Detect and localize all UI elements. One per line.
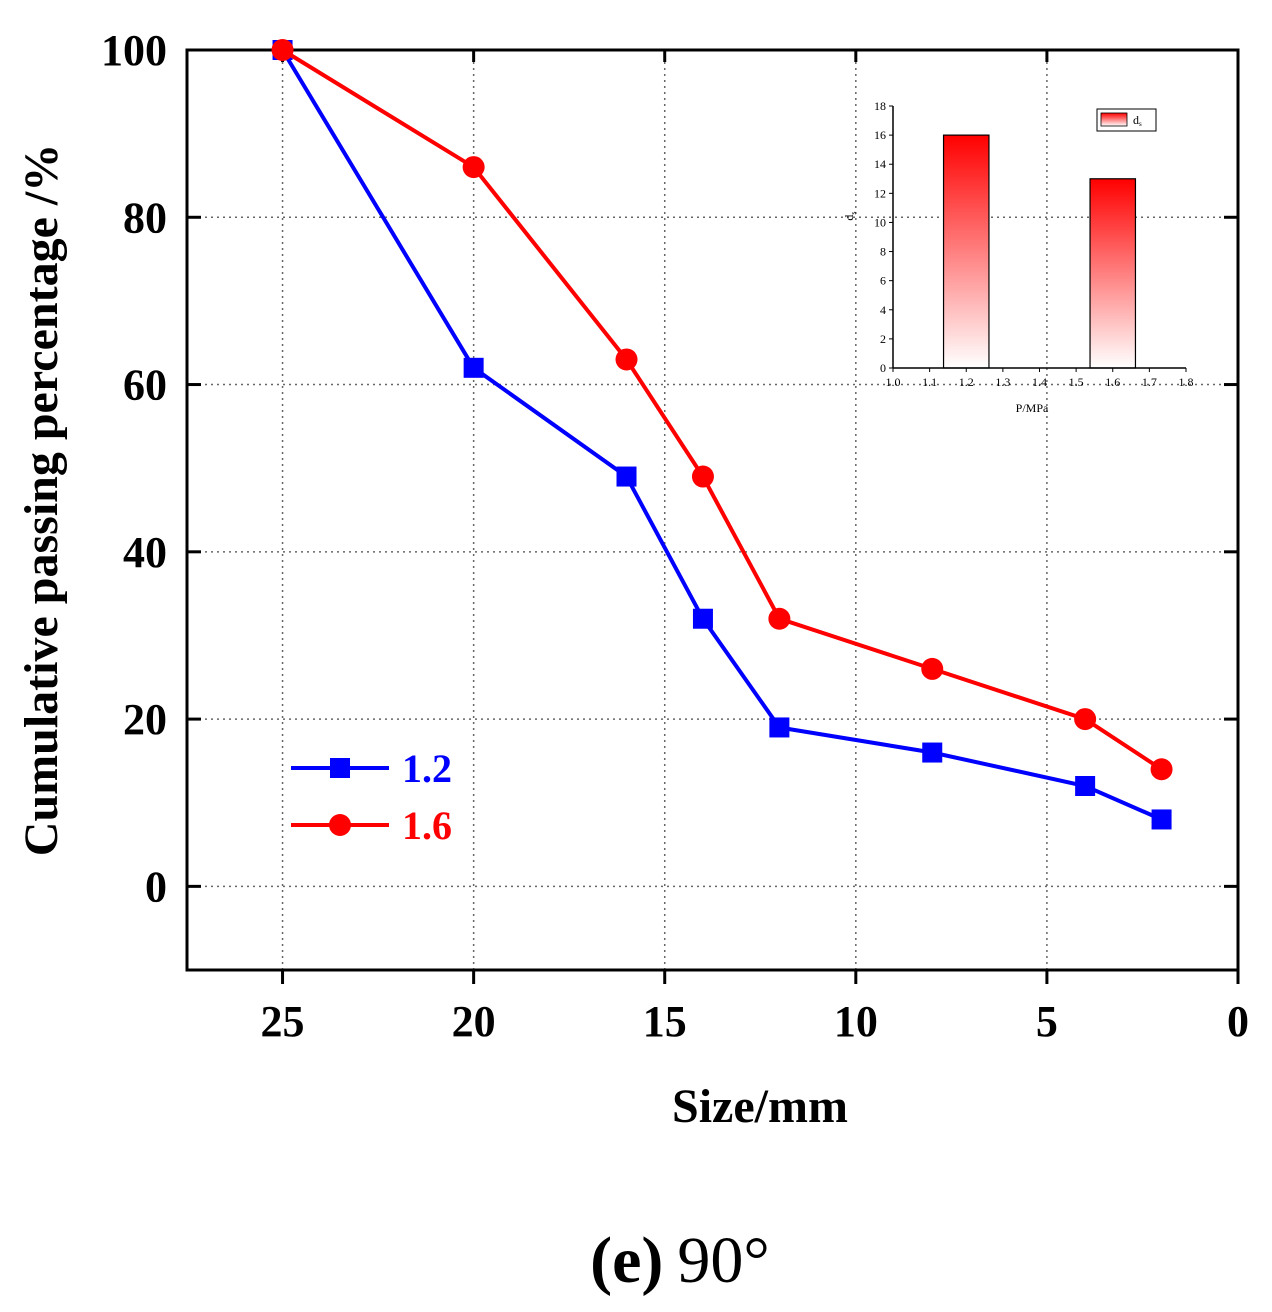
series-marker-square — [616, 466, 637, 487]
inset-y-tick-label: 2 — [880, 332, 886, 346]
legend-marker-circle — [329, 814, 351, 836]
main-series — [271, 39, 1173, 830]
series-1-2 — [272, 40, 1172, 830]
inset-y-tick-label: 14 — [874, 157, 886, 171]
x-tick-label: 10 — [834, 997, 878, 1046]
series-marker-square — [1151, 809, 1172, 830]
inset-y-axis-title-main: d — [842, 215, 856, 221]
y-tick-label: 40 — [123, 528, 167, 577]
inset-y-tick-label: 10 — [874, 215, 886, 229]
y-tick-label: 0 — [145, 862, 167, 911]
series-marker-circle — [1150, 758, 1173, 781]
inset-y-tick-label: 12 — [874, 186, 886, 200]
inset-x-tick-label: 1.6 — [1105, 375, 1120, 389]
main-plot-frame — [185, 48, 1240, 972]
caption-angle: 90° — [677, 1224, 769, 1297]
y-tick-label: 80 — [123, 193, 167, 242]
inset-legend-swatch — [1100, 112, 1128, 127]
series-marker-square — [463, 357, 484, 378]
inset-x-tick-label: 1.0 — [886, 375, 901, 389]
inset-y-tick-label: 16 — [874, 128, 886, 142]
inset-y-axis-title-sub: s — [849, 211, 858, 214]
series-marker-square — [1075, 776, 1096, 796]
inset-axes: 0 2 4 6 8 10 12 14 16 18 1.0 1.1 1.2 1.3 1.4 1.5 1.6 1.7 1… — [874, 99, 1194, 389]
y-axis-title: Cumulative passing percentage /% — [15, 144, 68, 856]
inset-x-tick-label: 1.7 — [1142, 375, 1157, 389]
inset-x-tick-label: 1.5 — [1069, 375, 1084, 389]
series-marker-circle — [271, 39, 294, 61]
main-legend: 1.21.6 — [291, 746, 452, 848]
legend-label: 1.2 — [402, 746, 452, 791]
y-tick-label: 60 — [123, 361, 167, 410]
series-marker-circle — [691, 465, 714, 488]
x-axis-title: Size/mm — [672, 1080, 848, 1133]
x-tick-label: 20 — [452, 997, 496, 1046]
series-marker-circle — [615, 348, 638, 371]
inset-bars — [942, 134, 1137, 369]
legend-label: 1.6 — [402, 803, 452, 848]
inset-x-axis-title: P/MPa — [1016, 401, 1049, 415]
figure-caption: (e) 90° — [590, 1224, 770, 1297]
inset-y-tick-label: 8 — [880, 245, 886, 259]
inset-legend: ds — [1096, 108, 1157, 132]
series-marker-circle — [1074, 708, 1097, 731]
main-grid — [187, 50, 1238, 970]
x-tick-label: 25 — [261, 997, 305, 1046]
inset-y-tick-label: 18 — [874, 99, 886, 113]
inset-x-tick-label: 1.4 — [1032, 375, 1047, 389]
x-tick-label: 15 — [643, 997, 687, 1046]
y-tick-label: 20 — [123, 695, 167, 744]
inset-x-tick-label: 1.1 — [922, 375, 937, 389]
series-marker-circle — [462, 156, 485, 179]
x-tick-label: 0 — [1227, 997, 1249, 1046]
series-1-6 — [271, 39, 1173, 781]
x-tick-label: 5 — [1036, 997, 1058, 1046]
inset-y-tick-label: 4 — [880, 303, 886, 317]
series-marker-square — [769, 717, 790, 738]
caption-letter: (e) — [590, 1224, 663, 1297]
inset-x-tick-label: 1.8 — [1179, 375, 1194, 389]
inset-x-tick-label: 1.3 — [995, 375, 1010, 389]
y-tick-label: 100 — [101, 26, 167, 75]
inset-x-tick-label: 1.2 — [959, 375, 974, 389]
inset-plot: 0 2 4 6 8 10 12 14 16 18 1.0 1.1 1.2 1.3 1.4 1.5 1.6 1.7 1… — [842, 99, 1194, 415]
inset-legend-label: ds — [1133, 113, 1142, 128]
inset-y-tick-label: 6 — [880, 274, 886, 288]
inset-bar — [942, 134, 990, 369]
series-marker-circle — [921, 657, 944, 680]
series-line — [280, 48, 1163, 822]
inset-legend-label-main: d — [1133, 113, 1139, 127]
inset-y-axis-title: ds — [842, 211, 858, 220]
series-marker-circle — [768, 607, 791, 630]
series-marker-square — [922, 742, 943, 763]
inset-legend-label-sub: s — [1139, 120, 1142, 128]
legend-marker-square — [330, 758, 350, 778]
inset-bar — [1089, 178, 1137, 369]
inset-y-tick-label: 0 — [880, 361, 886, 375]
series-line — [281, 48, 1163, 771]
series-marker-square — [692, 608, 713, 629]
